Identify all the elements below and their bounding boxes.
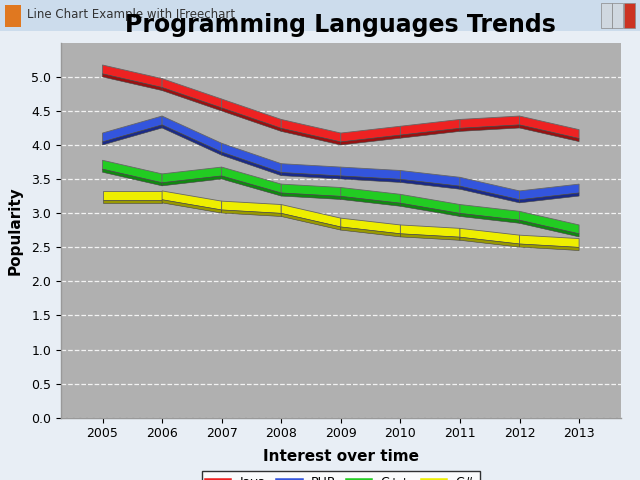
Polygon shape xyxy=(520,211,579,234)
Polygon shape xyxy=(221,108,281,132)
Polygon shape xyxy=(460,125,520,132)
Title: Programming Languages Trends: Programming Languages Trends xyxy=(125,13,556,37)
Polygon shape xyxy=(460,186,520,203)
Polygon shape xyxy=(281,193,341,200)
Polygon shape xyxy=(102,116,162,142)
Polygon shape xyxy=(341,176,401,182)
Polygon shape xyxy=(102,169,162,186)
Polygon shape xyxy=(341,196,401,206)
Polygon shape xyxy=(221,143,281,172)
Polygon shape xyxy=(281,204,341,227)
Polygon shape xyxy=(162,87,221,111)
Polygon shape xyxy=(221,201,281,214)
Y-axis label: Popularity: Popularity xyxy=(8,186,23,275)
Polygon shape xyxy=(102,160,162,183)
Polygon shape xyxy=(401,203,460,216)
Polygon shape xyxy=(162,200,221,213)
Polygon shape xyxy=(281,120,341,142)
Polygon shape xyxy=(341,126,401,142)
Polygon shape xyxy=(102,125,162,145)
Polygon shape xyxy=(281,214,341,230)
Polygon shape xyxy=(520,193,579,203)
Polygon shape xyxy=(520,125,579,142)
Polygon shape xyxy=(102,191,162,200)
Polygon shape xyxy=(221,152,281,176)
Bar xyxy=(612,3,623,28)
Bar xyxy=(601,3,612,28)
Polygon shape xyxy=(162,116,221,152)
Polygon shape xyxy=(281,172,341,179)
Legend: Java, PHP, C++, C#: Java, PHP, C++, C# xyxy=(202,471,479,480)
Polygon shape xyxy=(520,184,579,200)
Polygon shape xyxy=(341,218,401,234)
Polygon shape xyxy=(460,214,520,223)
Polygon shape xyxy=(341,188,401,203)
Polygon shape xyxy=(460,177,520,200)
Bar xyxy=(5,5,21,26)
Polygon shape xyxy=(162,176,221,186)
Polygon shape xyxy=(221,99,281,128)
Polygon shape xyxy=(460,237,520,247)
Polygon shape xyxy=(460,204,520,220)
Polygon shape xyxy=(102,65,162,87)
Polygon shape xyxy=(401,170,460,186)
Polygon shape xyxy=(401,128,460,138)
Polygon shape xyxy=(460,116,520,128)
Polygon shape xyxy=(162,79,221,108)
Polygon shape xyxy=(401,120,460,135)
Polygon shape xyxy=(102,74,162,91)
Polygon shape xyxy=(460,228,520,244)
Polygon shape xyxy=(221,167,281,193)
Polygon shape xyxy=(341,167,401,180)
Polygon shape xyxy=(221,176,281,196)
Polygon shape xyxy=(520,244,579,251)
Polygon shape xyxy=(162,125,221,155)
Polygon shape xyxy=(162,191,221,210)
Polygon shape xyxy=(162,167,221,183)
Polygon shape xyxy=(520,235,579,247)
Bar xyxy=(624,3,635,28)
Polygon shape xyxy=(281,128,341,145)
Polygon shape xyxy=(520,116,579,139)
Polygon shape xyxy=(520,220,579,237)
Polygon shape xyxy=(281,164,341,176)
Polygon shape xyxy=(401,194,460,214)
Polygon shape xyxy=(341,135,401,145)
Polygon shape xyxy=(401,180,460,189)
Polygon shape xyxy=(102,200,162,203)
Polygon shape xyxy=(341,227,401,237)
Polygon shape xyxy=(401,234,460,240)
Text: Line Chart Example with JFreechart: Line Chart Example with JFreechart xyxy=(27,9,235,22)
X-axis label: Interest over time: Interest over time xyxy=(263,449,419,464)
Polygon shape xyxy=(221,210,281,216)
Polygon shape xyxy=(281,184,341,196)
Polygon shape xyxy=(401,225,460,237)
